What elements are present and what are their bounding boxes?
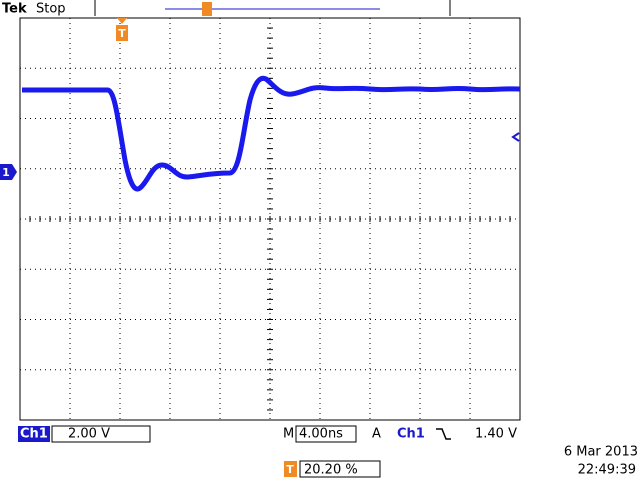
channel-marker: 1 xyxy=(2,166,10,179)
timebase-label: M xyxy=(283,427,294,442)
trigger-level-arrow xyxy=(511,132,520,142)
brand: Tek xyxy=(2,2,27,17)
time: 22:49:39 xyxy=(578,463,636,478)
trigger-marker: T xyxy=(118,27,126,40)
trigger-position-marker: T xyxy=(286,463,294,476)
falling-edge-icon xyxy=(436,428,451,440)
volts-per-div: 2.00 V xyxy=(68,427,110,442)
time-box xyxy=(295,425,357,443)
channel-label-box xyxy=(18,426,50,442)
date: 6 Mar 2013 xyxy=(564,445,638,460)
trigger-marker-box xyxy=(116,25,128,41)
trigger-level: 1.40 V xyxy=(475,427,517,442)
record-trigger-marker xyxy=(202,2,212,16)
trigger-arrow xyxy=(117,18,127,24)
status: Stop xyxy=(36,2,66,17)
channel-marker-box xyxy=(0,164,17,180)
trigger-position-marker-box xyxy=(284,461,297,477)
volts-box xyxy=(51,425,151,443)
trigger-source: Ch1 xyxy=(397,427,425,442)
trigger-position: 20.20 % xyxy=(304,463,358,478)
trigger-position-box xyxy=(299,460,381,478)
trigger-mode: A xyxy=(372,427,381,442)
graticule xyxy=(19,17,521,421)
waveform xyxy=(22,75,521,192)
time-per-div: 4.00ns xyxy=(299,427,343,442)
channel-label: Ch1 xyxy=(20,427,48,442)
